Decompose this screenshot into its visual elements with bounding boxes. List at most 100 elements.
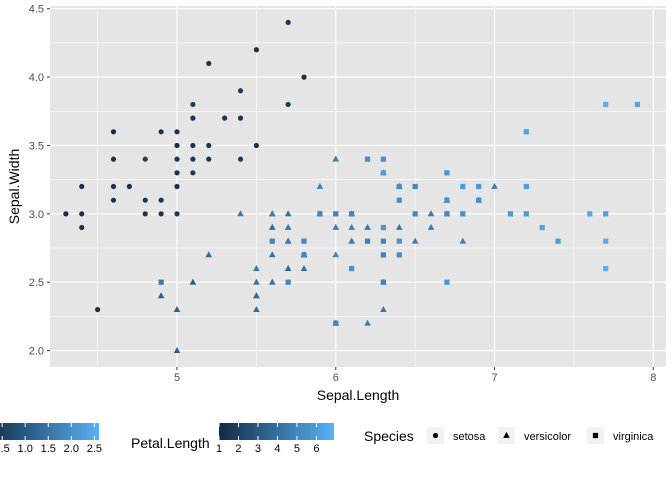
point-versicolor — [284, 264, 292, 271]
point-versicolor — [253, 305, 260, 312]
point-virginica — [396, 197, 402, 203]
point-virginica — [412, 183, 418, 190]
point-setosa — [174, 170, 180, 176]
point-virginica — [603, 101, 609, 108]
point-setosa — [174, 183, 180, 190]
legend: 0.5 1.0 1.5 2.0 2.5 Petal.Length 1 2 3 4 5 6 Species… — [0, 423, 654, 455]
point-setosa — [174, 129, 180, 135]
colorbar-right-tick-label: 6 — [313, 443, 319, 455]
point-versicolor — [205, 251, 213, 258]
point-versicolor — [189, 278, 197, 285]
colorbar-left-tick-label: 1.0 — [18, 443, 33, 455]
point-setosa — [142, 197, 148, 203]
point-versicolor — [332, 155, 340, 162]
point-virginica — [444, 279, 450, 285]
point-versicolor — [268, 278, 276, 285]
grid-lines — [50, 6, 666, 367]
point-virginica — [380, 252, 387, 258]
point-virginica — [380, 170, 387, 176]
point-setosa — [301, 74, 307, 80]
point-versicolor — [268, 223, 276, 230]
point-setosa — [158, 211, 164, 217]
point-setosa — [79, 183, 85, 190]
point-versicolor — [300, 264, 308, 271]
point-virginica — [380, 238, 387, 244]
point-setosa — [285, 19, 291, 26]
point-versicolor — [284, 237, 292, 244]
point-versicolor — [364, 319, 371, 326]
point-versicolor — [459, 237, 467, 244]
point-setosa — [142, 156, 148, 162]
point-virginica — [380, 224, 387, 231]
point-setosa — [110, 156, 117, 162]
point-setosa — [222, 115, 228, 121]
point-versicolor — [173, 346, 181, 353]
point-setosa — [79, 224, 85, 231]
point-setosa — [237, 88, 244, 94]
point-virginica — [317, 211, 323, 217]
point-virginica — [333, 320, 339, 326]
x-tick-label: 8 — [650, 372, 656, 384]
point-setosa — [126, 183, 132, 190]
point-virginica — [285, 279, 291, 285]
point-virginica — [380, 279, 387, 285]
point-virginica — [396, 183, 402, 190]
legend-label-setosa: setosa — [453, 431, 486, 443]
x-axis-label: Sepal.Length — [317, 387, 400, 403]
colorbar-right-tick-label: 3 — [255, 443, 261, 455]
legend-symbol-virginica — [592, 432, 599, 439]
point-setosa — [79, 211, 85, 217]
legend-symbol-setosa — [432, 432, 439, 439]
point-setosa — [190, 115, 196, 121]
point-virginica — [507, 211, 514, 217]
point-versicolor — [427, 210, 435, 217]
point-virginica — [364, 156, 371, 162]
point-virginica — [603, 265, 609, 272]
point-virginica — [364, 238, 371, 244]
point-virginica — [396, 252, 402, 258]
point-setosa — [190, 101, 196, 108]
point-setosa — [174, 142, 180, 149]
colorbar-right-tick-label: 4 — [274, 443, 280, 455]
y-tick-label: 4.0 — [29, 72, 44, 84]
x-tick-label: 7 — [491, 372, 497, 384]
point-versicolor — [253, 278, 260, 285]
point-virginica — [460, 211, 466, 217]
point-setosa — [95, 306, 101, 313]
y-tick-label: 3.5 — [29, 140, 44, 152]
colorbar-right-bar — [219, 423, 334, 440]
legend-label-virginica: virginica — [613, 431, 654, 443]
point-versicolor — [316, 182, 324, 189]
point-setosa — [237, 156, 244, 162]
point-versicolor — [237, 210, 244, 217]
colorbar-right-tick-label: 1 — [216, 443, 222, 455]
point-setosa — [206, 142, 212, 149]
data-points — [63, 19, 641, 353]
shape-legend-title: Species — [364, 428, 414, 444]
point-versicolor — [157, 292, 165, 299]
point-setosa — [190, 170, 196, 176]
point-versicolor — [348, 237, 355, 244]
point-virginica — [301, 252, 307, 258]
colorbar-left-tick-label: 2.0 — [64, 443, 79, 455]
y-tick-label: 2.5 — [29, 277, 44, 289]
point-virginica — [476, 183, 482, 190]
point-virginica — [396, 238, 402, 244]
point-setosa — [174, 211, 180, 217]
point-virginica — [301, 238, 307, 244]
point-versicolor — [332, 223, 340, 230]
point-virginica — [444, 170, 450, 176]
point-setosa — [63, 211, 69, 217]
colorbar-title: Petal.Length — [131, 435, 210, 451]
point-setosa — [158, 129, 164, 135]
point-virginica — [460, 183, 466, 190]
point-versicolor — [395, 223, 403, 230]
plot-panel — [50, 6, 666, 367]
y-axis-label: Sepal.Width — [6, 149, 22, 224]
point-versicolor — [284, 223, 292, 230]
colorbar-left-tick-label: 0.5 — [0, 443, 10, 455]
point-virginica — [380, 156, 387, 162]
point-setosa — [174, 156, 180, 162]
point-setosa — [253, 47, 259, 53]
